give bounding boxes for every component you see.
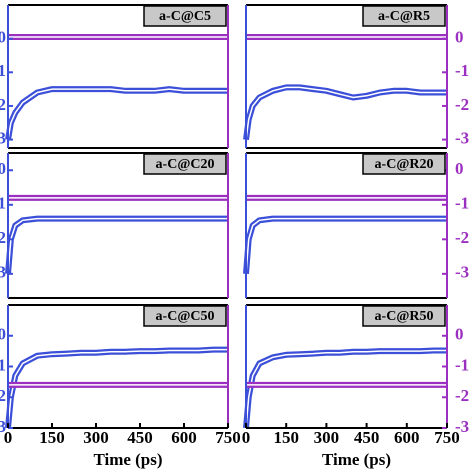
y-tick-label: -1 [455,61,469,80]
x-tick-label: 150 [39,428,65,447]
x-tick-label: 600 [171,428,197,447]
x-tick-label: 750 [434,428,460,447]
x-axis-label: Time (ps) [93,450,162,469]
series-line [243,347,447,429]
title-box [362,5,446,27]
x-axis-label: Time (ps) [322,450,391,469]
smoothed-line [245,217,447,274]
x-tick-label: 600 [394,428,420,447]
y-tick-label: -3 [455,417,469,436]
y-tick-label: -2 [0,386,6,405]
y-tick-label: 0 [0,325,6,344]
y-tick-label: -2 [455,386,469,405]
series-line [5,346,228,429]
x-tick-label: 0 [242,428,251,447]
series-line [5,86,228,141]
smoothed-line [7,348,228,429]
y-tick-label: -1 [0,61,6,80]
panel-title: a-C@R5 [378,9,430,24]
y-tick-label: -2 [0,228,6,247]
panel-title: a-C@C20 [156,157,215,172]
y-tick-label: -2 [455,95,469,114]
y-tick-label: 0 [0,159,6,178]
title-box [143,305,227,327]
title-box [362,305,446,327]
y-tick-label: -3 [0,417,6,436]
y-tick-label: -3 [455,263,469,282]
y-tick-label: -1 [0,355,6,374]
title-box [143,153,227,175]
x-tick-label: 750 [215,428,241,447]
series-line [243,215,447,275]
y-tick-label: 0 [455,28,464,47]
title-box [362,153,446,175]
y-tick-label: 0 [455,159,464,178]
y-tick-label: -1 [0,194,6,213]
panel-title: a-C@C5 [159,9,211,24]
y-tick-label: -2 [0,95,6,114]
smoothed-line [7,88,228,140]
y-tick-label: -3 [0,128,6,147]
y-tick-label: -2 [455,228,469,247]
x-tick-label: 300 [314,428,340,447]
x-tick-label: 450 [354,428,380,447]
x-tick-label: 450 [127,428,153,447]
y-tick-label: 0 [0,28,6,47]
y-tick-label: -1 [455,194,469,213]
series-line [5,215,228,275]
smoothed-line [245,349,447,429]
smoothed-line [7,217,228,274]
title-box [143,5,227,27]
x-tick-label: 0 [4,428,13,447]
panel-title: a-C@R50 [375,309,434,324]
smoothed-line [245,86,447,140]
y-tick-label: -3 [455,128,469,147]
x-tick-label: 150 [273,428,299,447]
panel-title: a-C@C50 [156,309,215,324]
y-tick-label: -3 [0,263,6,282]
panel-title: a-C@R20 [375,157,434,172]
y-tick-label: -1 [455,355,469,374]
y-tick-label: 0 [455,325,464,344]
x-tick-label: 300 [83,428,109,447]
